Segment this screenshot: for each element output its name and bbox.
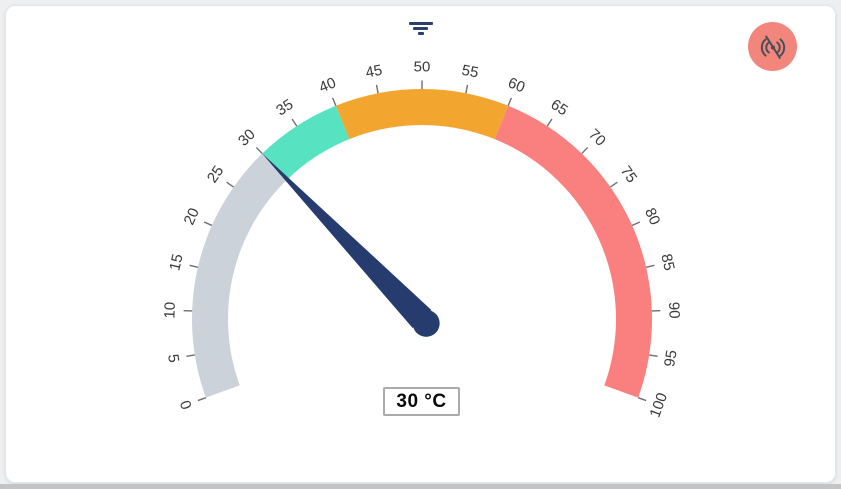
gauge-tick-label: 45 [364, 62, 384, 82]
panel-card: 0 5 10 15 20 25 30 35 40 45 50 55 60 65 70 75 80 85 90 95 10… [5, 5, 836, 483]
gauge-tick [332, 97, 337, 107]
drag-bar [413, 27, 428, 30]
gauge-range [335, 89, 509, 140]
gauge-tick [226, 181, 234, 188]
gauge-tick-label: 50 [414, 59, 431, 76]
gauge-range [192, 153, 288, 398]
gauge-tick-label: 30 [235, 126, 259, 150]
gauge-tick-label: 95 [661, 349, 680, 368]
gauge-tick [255, 146, 263, 155]
gauge-tick [189, 264, 199, 268]
gauge-tick [203, 221, 213, 227]
gauge-range [494, 105, 652, 398]
gauge-tick [465, 84, 469, 94]
gauge-needle [261, 152, 440, 337]
gauge-tick-label: 5 [164, 353, 182, 364]
live-off-button[interactable] [748, 22, 797, 71]
drag-bar [408, 22, 433, 25]
gauge-tick-label: 90 [665, 302, 683, 319]
gauge-tick-label: 0 [176, 398, 195, 412]
gauge-value-label: 30 °C [383, 387, 460, 416]
gauge-tick-label: 70 [585, 126, 609, 150]
gauge-range-bands [192, 89, 652, 398]
gauge-tick-label: 80 [641, 205, 663, 227]
gauge-tick [375, 84, 379, 94]
gauge-tick [546, 118, 553, 127]
gauge-tick-label: 85 [657, 252, 677, 272]
gauge-tick-label: 60 [505, 74, 527, 96]
gauge-tick [186, 354, 195, 358]
gauge-tick [645, 264, 655, 268]
gauge-tick-label: 55 [460, 62, 480, 82]
gauge-tick-label: 15 [166, 252, 186, 272]
gauge-tick [581, 146, 589, 155]
gauge-ticks [183, 80, 661, 402]
gauge-tick [610, 181, 618, 188]
gauge-tick [631, 221, 641, 227]
gauge-tick-label: 35 [273, 96, 296, 119]
gauge-tick [649, 354, 658, 358]
gauge-tick [197, 397, 207, 402]
gauge-tick [507, 97, 512, 107]
gauge-tick-label: 75 [617, 163, 640, 186]
gauge-tick-label: 20 [181, 205, 203, 227]
gauge-tick-label: 40 [317, 74, 339, 96]
gauge-tick-label: 100 [647, 391, 672, 420]
gauge-tick [637, 397, 647, 402]
gauge-tick-label: 65 [548, 96, 571, 119]
drag-handle-icon[interactable] [405, 20, 437, 37]
bottom-strip [0, 484, 841, 489]
gauge-range [262, 105, 350, 180]
live-signal-off-icon [760, 35, 785, 59]
gauge-tick [291, 118, 298, 127]
gauge-tick-label: 10 [161, 302, 179, 319]
gauge-tick-label: 25 [204, 163, 227, 186]
drag-bar [417, 32, 424, 35]
